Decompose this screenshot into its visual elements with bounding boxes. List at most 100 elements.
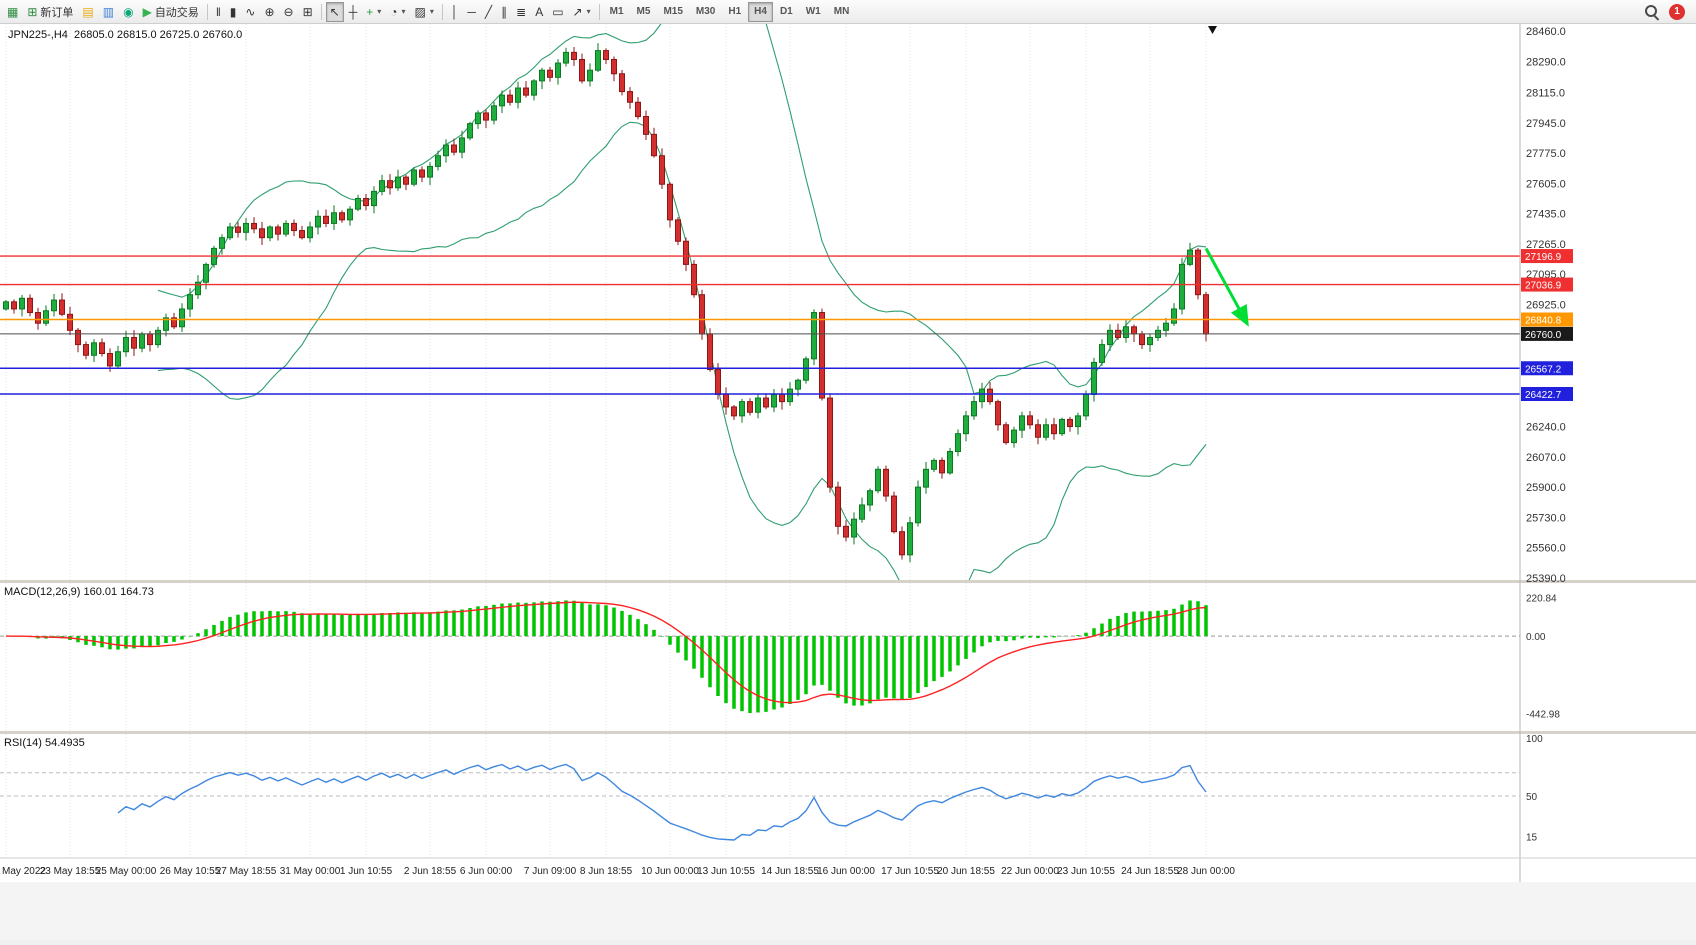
panel-separator[interactable] (0, 580, 1696, 583)
cursor-icon[interactable]: ↖ (325, 1, 344, 22)
rsi-line (117, 763, 1207, 841)
new-order-button[interactable]: ⊞ 新订单 (23, 2, 77, 22)
text-icon-glyph: A (535, 4, 544, 19)
vertical-line-icon-glyph: │ (450, 4, 459, 19)
crosshair-icon[interactable]: ┼ (345, 2, 362, 22)
svg-text:20 Jun 18:55: 20 Jun 18:55 (937, 866, 995, 877)
trendline-icon[interactable]: ╱ (481, 2, 496, 22)
chart-shift-marker[interactable] (1208, 26, 1217, 34)
auto-trading-button[interactable]: ▶ 自动交易 (139, 2, 203, 22)
text-label-icon[interactable]: ▭ (548, 2, 567, 22)
navigator-icon[interactable]: ◉ (119, 2, 137, 22)
auto-trading-button-label: 自动交易 (154, 6, 199, 19)
text-icon[interactable]: A (531, 2, 547, 22)
cursor-icon-glyph: ↖ (329, 4, 340, 19)
fibonacci-icon-glyph: ≣ (516, 4, 527, 19)
timeframe-m15-button[interactable]: M15 (657, 2, 688, 22)
svg-text:25560.0: 25560.0 (1526, 543, 1566, 555)
panel-separator[interactable] (0, 731, 1696, 734)
vertical-line-icon[interactable]: │ (447, 2, 463, 22)
svg-text:7 Jun 09:00: 7 Jun 09:00 (524, 866, 577, 877)
timeframe-d1-button[interactable]: D1 (774, 2, 799, 22)
svg-text:8 Jun 18:55: 8 Jun 18:55 (580, 866, 633, 877)
data-window-icon[interactable]: ▥ (99, 2, 118, 22)
svg-text:14 Jun 18:55: 14 Jun 18:55 (761, 866, 819, 877)
zoom-out-icon[interactable]: ⊖ (280, 2, 298, 22)
svg-text:27 May 18:55: 27 May 18:55 (216, 866, 277, 877)
indicators-button[interactable]: + ▾ (362, 2, 385, 22)
svg-text:31 May 00:00: 31 May 00:00 (280, 866, 341, 877)
svg-text:26422.7: 26422.7 (1525, 390, 1562, 401)
macd-axis-labels: 220.84 0.00 -442.98 (1526, 594, 1560, 721)
candlestick-chart-icon[interactable]: ▮ (226, 2, 241, 22)
arrows-button[interactable]: ↗ ▾ (569, 2, 595, 22)
market-watch-icon[interactable]: ▤ (78, 2, 97, 22)
new-order-button-label: 新订单 (40, 6, 74, 19)
zoom-in-icon[interactable]: ⊕ (260, 2, 278, 22)
svg-text:100: 100 (1526, 734, 1543, 745)
svg-text:28460.0: 28460.0 (1526, 26, 1566, 38)
text-label-icon-glyph: ▭ (552, 4, 564, 19)
auto-trading-glyph: ▶ (142, 4, 152, 19)
svg-text:27265.0: 27265.0 (1526, 239, 1566, 251)
equidistant-channel-icon[interactable]: ∥ (497, 2, 511, 22)
horizontal-line-icon[interactable]: ─ (463, 2, 480, 22)
horizontal-line-icon-glyph: ─ (467, 4, 476, 19)
trend-arrow[interactable] (1204, 247, 1249, 327)
timeframe-m1-button[interactable]: M1 (604, 2, 630, 22)
rsi-axis-labels: 100 50 15 (1526, 734, 1543, 844)
account-badge[interactable]: 1 (1669, 3, 1685, 20)
toolbar-left-group: ▦ ⊞ 新订单 ▤ ▥ ◉ ▶ 自动交易 ‖ ▮ ∿ ⊕ ⊖ ⊞ ↖ ┼ + ▾ ◔ ▾ ▨ ▾ │ ─ ╱ ∥ ≣ A ▭ ↗ ▾ M1 M5… (3, 1, 856, 22)
chart-canvas[interactable]: 28460.0 28290.0 28115.0 27945.0 27775.0 27605… (0, 24, 1696, 940)
svg-text:2 Jun 18:55: 2 Jun 18:55 (404, 866, 457, 877)
svg-text:15: 15 (1526, 833, 1538, 844)
svg-text:1 Jun 10:55: 1 Jun 10:55 (340, 866, 393, 877)
svg-text:25730.0: 25730.0 (1526, 512, 1566, 524)
fibonacci-icon[interactable]: ≣ (512, 2, 530, 22)
timeframe-h4-button[interactable]: H4 (748, 1, 773, 22)
svg-text:26840.8: 26840.8 (1525, 316, 1562, 327)
horizontal-levels[interactable] (0, 255, 1520, 395)
timeframe-m30-button[interactable]: M30 (690, 2, 721, 22)
svg-text:26240.0: 26240.0 (1526, 422, 1566, 434)
caret-down-icon: ▾ (401, 7, 406, 16)
candlestick-chart-icon-glyph: ▮ (229, 4, 237, 19)
svg-text:26567.2: 26567.2 (1525, 364, 1562, 375)
svg-text:0.00: 0.00 (1526, 632, 1546, 643)
svg-text:27775.0: 27775.0 (1526, 148, 1566, 160)
timeframe-h1-button[interactable]: H1 (722, 2, 747, 22)
svg-text:25390.0: 25390.0 (1526, 573, 1566, 585)
periods-button[interactable]: ◔ ▾ (386, 2, 409, 22)
svg-text:27945.0: 27945.0 (1526, 118, 1566, 130)
svg-text:27196.9: 27196.9 (1525, 252, 1562, 263)
candles-layer[interactable] (3, 43, 1209, 563)
toolbar: ▦ ⊞ 新订单 ▤ ▥ ◉ ▶ 自动交易 ‖ ▮ ∿ ⊕ ⊖ ⊞ ↖ ┼ + ▾ ◔ ▾ ▨ ▾ │ ─ ╱ ∥ ≣ A ▭ ↗ ▾ M1 M5… (0, 0, 1696, 24)
periods-glyph: ◔ (390, 4, 398, 19)
toolbar-separator (441, 3, 443, 20)
svg-text:27435.0: 27435.0 (1526, 209, 1566, 221)
indicators-glyph: + (366, 4, 374, 19)
zoom-out-icon-glyph: ⊖ (283, 4, 294, 19)
bollinger-bands (157, 24, 1207, 580)
line-chart-icon[interactable]: ∿ (241, 2, 259, 22)
svg-text:25900.0: 25900.0 (1526, 482, 1566, 494)
tile-windows-icon[interactable]: ⊞ (299, 2, 317, 22)
search-icon[interactable] (1644, 4, 1660, 20)
timeframe-m5-button[interactable]: M5 (631, 2, 657, 22)
svg-text:25 May 00:00: 25 May 00:00 (96, 866, 157, 877)
toolbar-separator (206, 3, 208, 20)
templates-button[interactable]: ▨ ▾ (411, 2, 438, 22)
caret-down-icon: ▾ (586, 7, 591, 16)
bars-chart-icon[interactable]: ‖ (212, 2, 225, 22)
timeframe-mn-button[interactable]: MN (828, 2, 856, 22)
svg-text:26925.0: 26925.0 (1526, 300, 1566, 312)
svg-text:26070.0: 26070.0 (1526, 452, 1566, 464)
timeframe-w1-button[interactable]: W1 (800, 2, 827, 22)
new-chart-icon[interactable]: ▦ (3, 2, 22, 22)
toolbar-right-group: 1 (1644, 3, 1693, 20)
svg-text:10 Jun 00:00: 10 Jun 00:00 (641, 866, 699, 877)
svg-text:-442.98: -442.98 (1526, 709, 1560, 720)
svg-text:17 Jun 10:55: 17 Jun 10:55 (881, 866, 939, 877)
svg-text:28 Jun 00:00: 28 Jun 00:00 (1177, 866, 1235, 877)
